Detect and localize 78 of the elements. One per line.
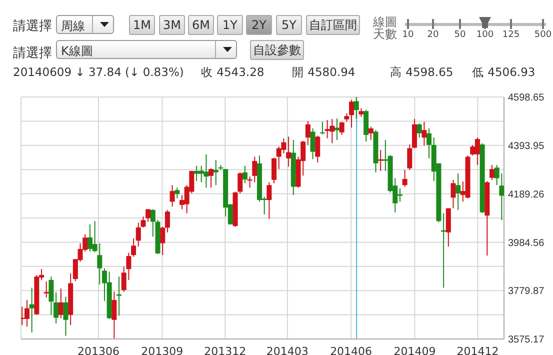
candlestick (305, 120, 310, 146)
candlestick (489, 164, 494, 180)
candlestick (450, 179, 456, 209)
text: K線圖 (61, 44, 93, 58)
candlestick (334, 118, 340, 140)
y-tick-label: 3984.56 (508, 238, 545, 249)
candlestick (266, 182, 272, 220)
candlestick (412, 118, 417, 149)
candlestick (112, 291, 117, 339)
y-tick-label: 4393.95 (508, 140, 545, 152)
candlestick (170, 184, 175, 208)
x-tick-label: 201312 (204, 344, 246, 355)
text: 10 (402, 30, 414, 40)
x-tick-label: 201309 (141, 344, 184, 355)
candlestick (416, 122, 422, 138)
candlestick (58, 288, 64, 319)
candlestick (150, 208, 156, 238)
candlestick (272, 157, 277, 184)
text: 2Y (252, 18, 266, 32)
candlestick (320, 121, 325, 135)
text: 請選擇 (13, 46, 52, 61)
y-tick-label: 4598.65 (508, 92, 545, 104)
text: 低 4506.93 (472, 65, 536, 79)
candlestick (310, 128, 316, 160)
x-tick-label: 201412 (456, 344, 499, 355)
candlestick (48, 276, 54, 316)
candlestick (131, 238, 136, 258)
text: 請選擇 (13, 19, 52, 34)
text: 3M (163, 18, 181, 32)
text: 1M (133, 18, 151, 32)
y-tick-label: 3779.87 (508, 286, 545, 298)
text: 開 4580.94 (292, 65, 356, 79)
text: 高 4598.65 (390, 65, 454, 79)
text: 自訂區間 (309, 18, 357, 32)
x-tick-label: 201409 (394, 344, 436, 355)
candlestick (426, 128, 432, 159)
text: 線圖天數 (373, 15, 397, 41)
text: 5Y (282, 18, 296, 32)
y-tick-label: 4189.26 (508, 189, 545, 200)
candlestick (164, 209, 170, 233)
candlestick (146, 208, 151, 222)
text: 20140609 ↓ 37.84 (↓ 0.83%) (13, 65, 184, 79)
text: 周線 (61, 19, 85, 33)
text: 500 (534, 30, 552, 40)
text: 50 (454, 30, 466, 40)
text: 20 (427, 30, 439, 40)
candlestick (368, 126, 374, 140)
candlestick (315, 135, 320, 163)
candlestick (364, 109, 369, 142)
text: 6M (192, 18, 210, 32)
x-tick-label: 201306 (78, 344, 120, 355)
text: 125 (502, 30, 520, 40)
candlestick (378, 149, 384, 172)
text: 收 4543.28 (201, 65, 264, 79)
candlestick (456, 172, 461, 210)
candlestick (354, 97, 359, 120)
x-tick-label: 201403 (266, 344, 308, 355)
candlestick (160, 226, 166, 256)
candlestick (422, 121, 427, 146)
candlestick (402, 169, 408, 188)
candlestick (44, 281, 49, 298)
text: 1Y (222, 18, 238, 32)
candlestick (24, 300, 30, 328)
candlestick (54, 292, 59, 324)
candlestick (242, 165, 248, 184)
candlestick (349, 99, 354, 128)
candlestick (63, 296, 68, 336)
candlestick (339, 121, 344, 136)
candlestick (208, 168, 214, 188)
y-tick-label: 3575.17 (508, 334, 545, 346)
candlestick (174, 187, 180, 199)
text: 自設參數 (253, 43, 301, 57)
candlestick (116, 276, 122, 316)
text: 100 (476, 30, 494, 40)
x-tick-label: 201406 (330, 344, 372, 355)
candlestick (29, 287, 34, 333)
candlestick (407, 144, 412, 170)
candlestick (286, 136, 292, 168)
